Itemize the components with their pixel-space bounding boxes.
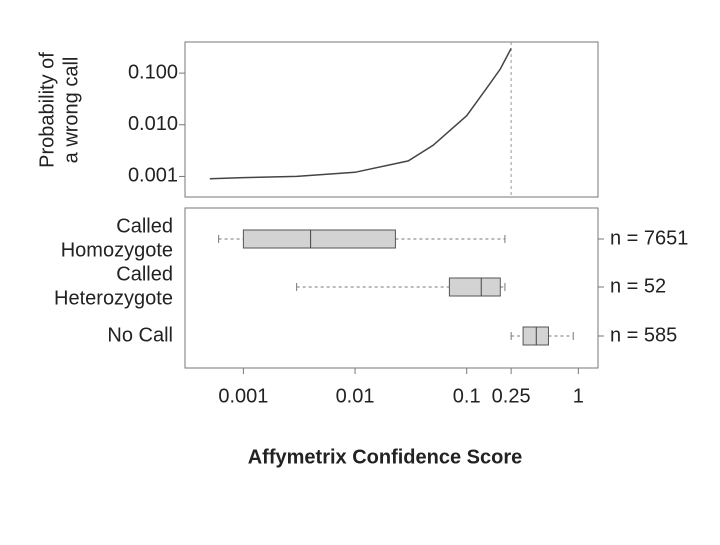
box xyxy=(448,277,501,297)
bottom-panel-frame xyxy=(184,207,599,369)
x-tick-label: 0.001 xyxy=(218,385,268,407)
x-tick-label: 0.1 xyxy=(453,385,481,407)
x-tick-label: 0.25 xyxy=(492,385,531,407)
category-label: Heterozygote xyxy=(54,287,173,309)
line-series xyxy=(209,48,512,180)
category-label: Called xyxy=(116,215,173,237)
top-panel-frame xyxy=(184,41,599,198)
x-tick-label: 1 xyxy=(573,385,584,407)
annotation: n = 52 xyxy=(610,275,666,297)
y-tick-label: 0.001 xyxy=(128,165,178,187)
y-tick-label: 0.010 xyxy=(128,113,178,135)
category-label: No Call xyxy=(107,324,173,346)
y-axis-label: a wrong call xyxy=(60,57,82,164)
box xyxy=(242,229,396,249)
x-axis-title: Affymetrix Confidence Score xyxy=(248,446,523,468)
x-tick-label: 0.01 xyxy=(336,385,375,407)
y-axis-label: Probability of xyxy=(36,52,58,168)
annotation: n = 585 xyxy=(610,324,677,346)
y-tick-label: 0.100 xyxy=(128,61,178,83)
annotation: n = 7651 xyxy=(610,227,688,249)
category-label: Called xyxy=(116,263,173,285)
category-label: Homozygote xyxy=(61,239,173,261)
